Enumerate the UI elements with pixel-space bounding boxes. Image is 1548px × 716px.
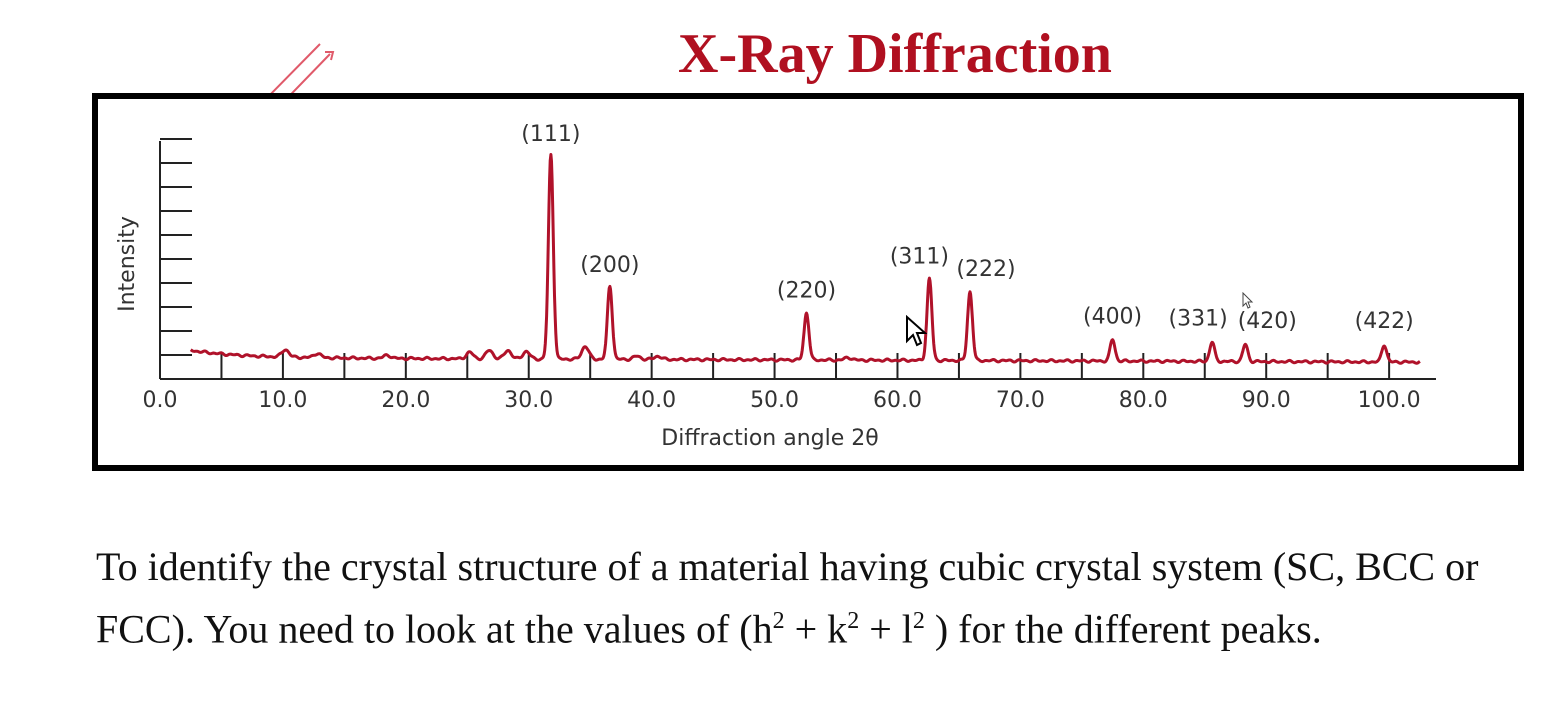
peak-labels: (111) (200) (220) (311) (222) (400) (331) (420)… bbox=[521, 122, 1414, 334]
x-tick-label: 20.0 bbox=[381, 388, 430, 413]
slide-title: X-Ray Diffraction bbox=[678, 23, 1112, 85]
x-tick-label: 10.0 bbox=[258, 388, 307, 413]
peak-label: (400) bbox=[1083, 305, 1142, 330]
superscript: 2 bbox=[847, 608, 860, 634]
pen-stroke bbox=[325, 51, 335, 61]
mouse-cursor-icon bbox=[906, 315, 927, 347]
peak-label: (200) bbox=[580, 253, 639, 278]
x-tick-label: 60.0 bbox=[873, 388, 922, 413]
pointer-arrow-icon bbox=[1242, 292, 1254, 309]
superscript: 2 bbox=[772, 608, 785, 634]
superscript: 2 bbox=[912, 608, 925, 634]
body-text-part: + l bbox=[859, 606, 913, 652]
diffraction-curve bbox=[189, 153, 1421, 365]
peak-label: (420) bbox=[1238, 309, 1297, 334]
xrd-chart: 0.0 10.0 20.0 30.0 40.0 50.0 60.0 70.0 80.0 90.0 1… bbox=[115, 122, 1436, 451]
x-tick-label: 80.0 bbox=[1119, 388, 1168, 413]
peak-label: (222) bbox=[956, 257, 1015, 282]
x-tick-label: 100.0 bbox=[1358, 388, 1421, 413]
x-tick-label: 70.0 bbox=[996, 388, 1045, 413]
peak-label: (220) bbox=[777, 279, 836, 304]
peak-label: (331) bbox=[1169, 307, 1228, 332]
x-tick-label: 40.0 bbox=[627, 388, 676, 413]
x-tick-label: 30.0 bbox=[504, 388, 553, 413]
peak-label: (422) bbox=[1355, 309, 1414, 334]
x-tick-label: 0.0 bbox=[143, 388, 178, 413]
peak-label: (311) bbox=[890, 244, 949, 269]
x-axis-label: Diffraction angle 2θ bbox=[661, 426, 878, 451]
diffraction-curve-layer bbox=[189, 153, 1421, 365]
x-tick-label: 90.0 bbox=[1242, 388, 1291, 413]
x-tick-label: 50.0 bbox=[750, 388, 799, 413]
body-text-part: ) for the different peaks. bbox=[924, 606, 1322, 652]
chart-axes bbox=[159, 138, 1436, 380]
xrd-figure-frame: 0.0 10.0 20.0 30.0 40.0 50.0 60.0 70.0 80.0 90.0 1… bbox=[92, 93, 1524, 471]
body-text-part: To identify the crystal structure of a m… bbox=[96, 544, 1479, 652]
body-text: To identify the crystal structure of a m… bbox=[96, 540, 1546, 656]
body-text-part: + k bbox=[784, 606, 848, 652]
peak-label: (111) bbox=[521, 122, 580, 147]
x-tick-labels: 0.0 10.0 20.0 30.0 40.0 50.0 60.0 70.0 80.0 90.0 1… bbox=[143, 388, 1421, 413]
y-axis-label: Intensity bbox=[115, 216, 140, 312]
